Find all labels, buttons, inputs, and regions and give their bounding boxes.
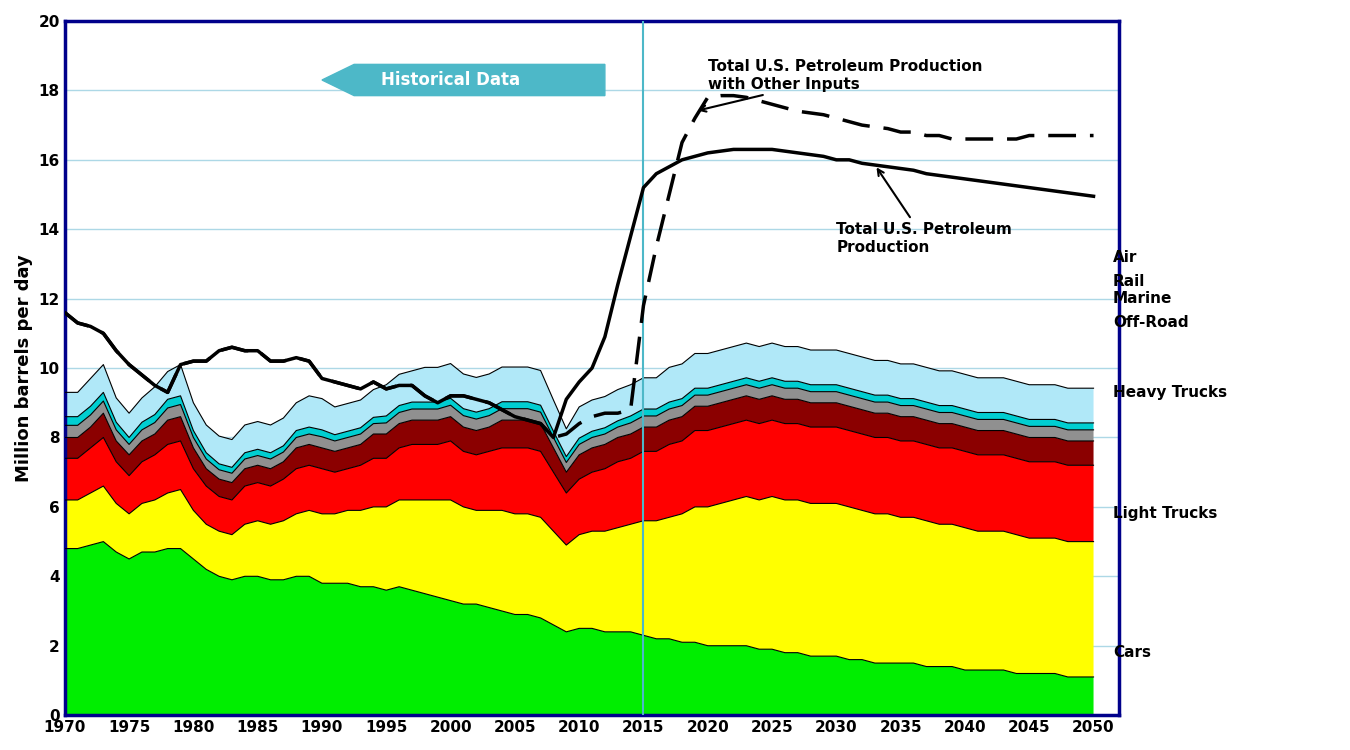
Y-axis label: Million barrels per day: Million barrels per day xyxy=(15,254,32,482)
Text: Light Trucks: Light Trucks xyxy=(1112,506,1218,521)
Text: Heavy Trucks: Heavy Trucks xyxy=(1112,385,1227,400)
Text: Rail: Rail xyxy=(1112,274,1145,289)
Text: Marine: Marine xyxy=(1112,291,1172,306)
Text: Air: Air xyxy=(1112,250,1137,265)
Text: Cars: Cars xyxy=(1112,645,1150,660)
Text: Historical Data: Historical Data xyxy=(381,71,520,89)
Text: Total U.S. Petroleum
Production: Total U.S. Petroleum Production xyxy=(837,170,1012,255)
FancyArrow shape xyxy=(323,64,605,95)
Text: Total U.S. Petroleum Production
with Other Inputs: Total U.S. Petroleum Production with Oth… xyxy=(699,59,983,112)
Text: Off-Road: Off-Road xyxy=(1112,316,1188,331)
